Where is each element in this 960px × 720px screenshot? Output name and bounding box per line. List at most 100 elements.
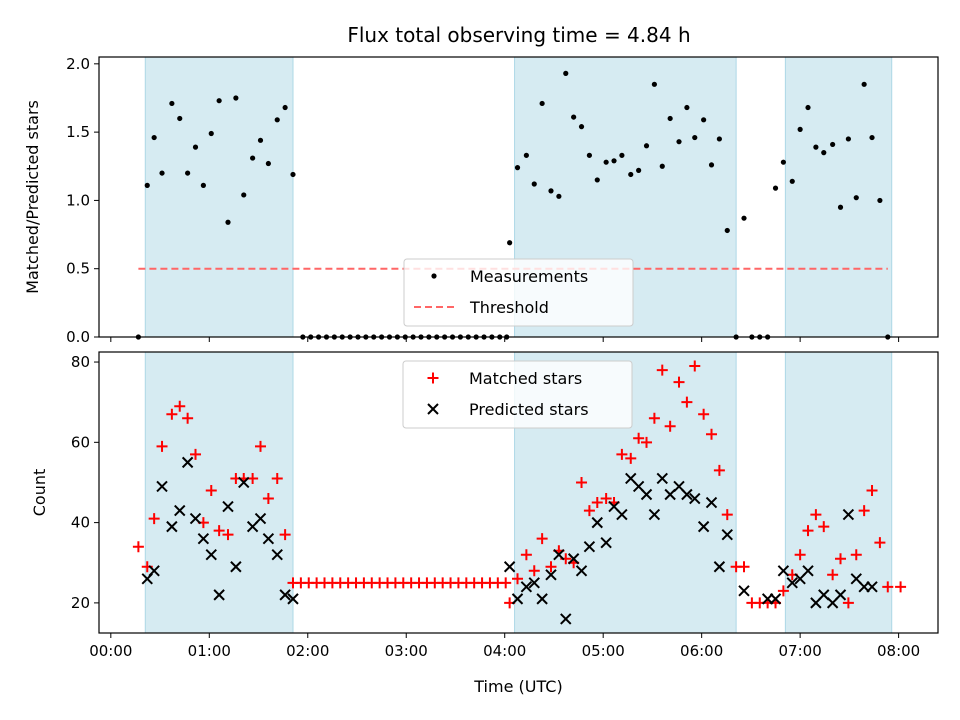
measurements-point-92 xyxy=(861,81,867,87)
measurements-point-53 xyxy=(548,188,554,194)
measurements-point-14 xyxy=(241,192,247,198)
predicted-stars-point-59 xyxy=(842,508,855,521)
x-tick-label-6: 05:00 xyxy=(582,642,625,660)
predicted-stars-point-30 xyxy=(583,540,596,553)
measurements-point-8 xyxy=(192,144,199,150)
measurements-point-90 xyxy=(845,136,851,142)
matched-stars-point-66 xyxy=(648,412,660,424)
y-tick-label-2: 40 xyxy=(71,514,90,532)
measurements-point-48 xyxy=(507,240,513,246)
predicted-stars-point-12 xyxy=(230,561,242,573)
matched-stars-point-87 xyxy=(818,521,830,533)
measurements-point-55 xyxy=(563,70,569,76)
measurements-point-69 xyxy=(676,139,682,145)
matched-stars-point-59 xyxy=(591,497,603,509)
ratio-panel-x-ticks xyxy=(110,337,900,342)
measurements-point-63 xyxy=(628,171,634,178)
measurements-point-9 xyxy=(200,182,206,188)
measurements-point-58 xyxy=(586,152,593,158)
matched-stars-point-6 xyxy=(174,400,186,412)
matched-stars-point-12 xyxy=(222,529,234,541)
counts-panel-legend: Matched stars Predicted stars xyxy=(402,360,633,429)
y-tick-label-3: 1.0 xyxy=(66,191,90,209)
predicted-stars-point-19 xyxy=(287,593,299,605)
x-tick-label-7: 06:00 xyxy=(680,642,723,660)
x-axis-label: Time (UTC) xyxy=(473,677,562,696)
measurements-point-74 xyxy=(716,136,722,142)
predicted-stars-point-16 xyxy=(262,532,275,545)
matched-stars-point-65 xyxy=(641,436,653,448)
measurements-point-54 xyxy=(556,193,562,199)
measurements-point-57 xyxy=(578,124,585,130)
predicted-stars-point-47 xyxy=(721,528,733,541)
matched-stars-point-49 xyxy=(512,573,524,585)
predicted-stars-point-50 xyxy=(769,593,782,605)
measurements-point-49 xyxy=(514,165,521,171)
predicted-stars-point-31 xyxy=(591,516,603,529)
measurements-point-59 xyxy=(594,177,600,183)
matched-stars-point-75 xyxy=(721,509,733,521)
measurements-point-5 xyxy=(169,100,175,107)
counts-panel-marks xyxy=(132,360,907,625)
measurements-point-70 xyxy=(684,104,690,111)
predicted-stars-point-24 xyxy=(536,593,548,605)
measurements-point-83 xyxy=(789,178,795,184)
matched-stars-point-58 xyxy=(583,505,595,517)
predicted-stars-point-58 xyxy=(834,589,847,601)
matched-stars-point-5 xyxy=(166,408,178,420)
legend-matched-stars-swatch xyxy=(427,372,439,384)
matched-stars-point-53 xyxy=(545,561,557,573)
measurements-point-67 xyxy=(659,163,665,169)
predicted-stars-point-27 xyxy=(560,613,572,625)
matched-stars-point-94 xyxy=(874,537,886,549)
measurements-point-65 xyxy=(643,143,650,149)
chart-title: Flux total observing time = 4.84 h xyxy=(347,23,690,47)
legend-matched-stars-label: Matched stars xyxy=(469,369,582,388)
measurements-point-75 xyxy=(724,227,730,234)
predicted-stars-point-38 xyxy=(648,508,661,521)
matched-stars-point-88 xyxy=(827,569,839,581)
predicted-stars-point-51 xyxy=(777,565,790,577)
predicted-stars-point-45 xyxy=(705,496,718,509)
measurements-point-50 xyxy=(523,152,529,158)
matched-stars-point-10 xyxy=(205,484,217,496)
y-tick-label-1: 20 xyxy=(71,594,90,612)
predicted-stars-point-39 xyxy=(656,472,668,485)
shaded-interval-1 xyxy=(144,351,294,634)
matched-stars-point-51 xyxy=(528,565,540,577)
measurements-point-84 xyxy=(797,126,803,132)
y-tick-label-2: 0.5 xyxy=(66,260,90,278)
measurements-point-10 xyxy=(208,130,214,137)
shaded-interval-3 xyxy=(784,56,893,338)
predicted-stars-point-2 xyxy=(148,565,160,577)
matched-stars-point-68 xyxy=(664,420,676,432)
measurements-point-71 xyxy=(692,134,698,141)
predicted-stars-point-5 xyxy=(174,504,186,517)
counts-panel-frame xyxy=(98,351,939,634)
matched-stars-point-1 xyxy=(132,541,144,553)
matched-stars-point-72 xyxy=(698,408,710,420)
x-tick-label-8: 07:00 xyxy=(779,642,822,660)
legend-box xyxy=(402,360,633,429)
matched-stars-point-50 xyxy=(520,549,532,561)
y-tick-label-1: 0.0 xyxy=(66,328,90,346)
matched-stars-point-62 xyxy=(616,448,628,460)
predicted-stars-point-37 xyxy=(640,488,653,501)
predicted-stars-point-48 xyxy=(738,585,750,597)
predicted-stars-point-46 xyxy=(713,561,726,573)
predicted-stars-point-8 xyxy=(197,532,210,545)
measurements-point-73 xyxy=(708,162,715,168)
matched-stars-point-17 xyxy=(262,493,274,505)
y-tick-label-5: 2.0 xyxy=(66,55,90,73)
counts-panel-y-axis: 20 40 60 80 xyxy=(71,353,99,612)
x-tick-label-4: 03:00 xyxy=(385,642,428,660)
predicted-stars-point-9 xyxy=(205,549,217,561)
counts-panel-y-label: Count xyxy=(30,469,49,517)
matched-stars-point-73 xyxy=(706,428,718,440)
y-tick-label-3: 60 xyxy=(71,433,90,451)
ratio-panel: 0.00.51.01.52.0 Matched/Predicted stars … xyxy=(23,55,939,346)
matched-stars-point-84 xyxy=(794,549,806,561)
matched-stars-point-64 xyxy=(633,432,645,444)
